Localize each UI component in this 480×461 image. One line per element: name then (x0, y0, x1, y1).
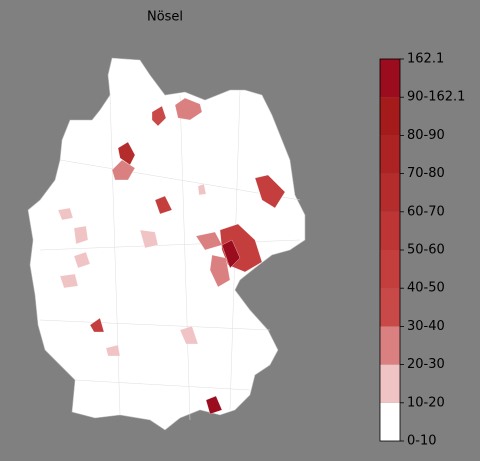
colorbar-segment (380, 173, 400, 212)
colorbar-label: 50-60 (407, 243, 445, 258)
colorbar-label: 162.1 (407, 52, 444, 67)
colorbar-segment (380, 402, 400, 441)
regions (57, 97, 286, 415)
map-title: Nösel (147, 10, 183, 25)
colorbar-label: 0-10 (407, 434, 437, 449)
colorbar-label: 90-162.1 (407, 90, 465, 105)
colorbar-label: 60-70 (407, 204, 445, 219)
colorbar-label: 20-30 (407, 357, 445, 372)
colorbar-segment (380, 59, 400, 98)
district-borders (39, 89, 301, 421)
map (27, 57, 306, 431)
country-outline (27, 57, 306, 431)
colorbar-label: 80-90 (407, 128, 445, 143)
colorbar-label: 10-20 (407, 395, 445, 410)
colorbar-segment (380, 97, 400, 136)
colorbar-segment (380, 326, 400, 365)
colorbar: 0-10 10-20 20-30 30-40 40-50 50-60 60-70 70-80 8… (379, 52, 465, 449)
colorbar-segment (380, 211, 400, 250)
colorbar-label: 40-50 (407, 281, 445, 296)
colorbar-label: 30-40 (407, 319, 445, 334)
colorbar-segment (380, 288, 400, 327)
colorbar-label: 70-80 (407, 166, 445, 181)
colorbar-segment (380, 135, 400, 174)
colorbar-segment (380, 250, 400, 289)
colorbar-segment (380, 364, 400, 403)
